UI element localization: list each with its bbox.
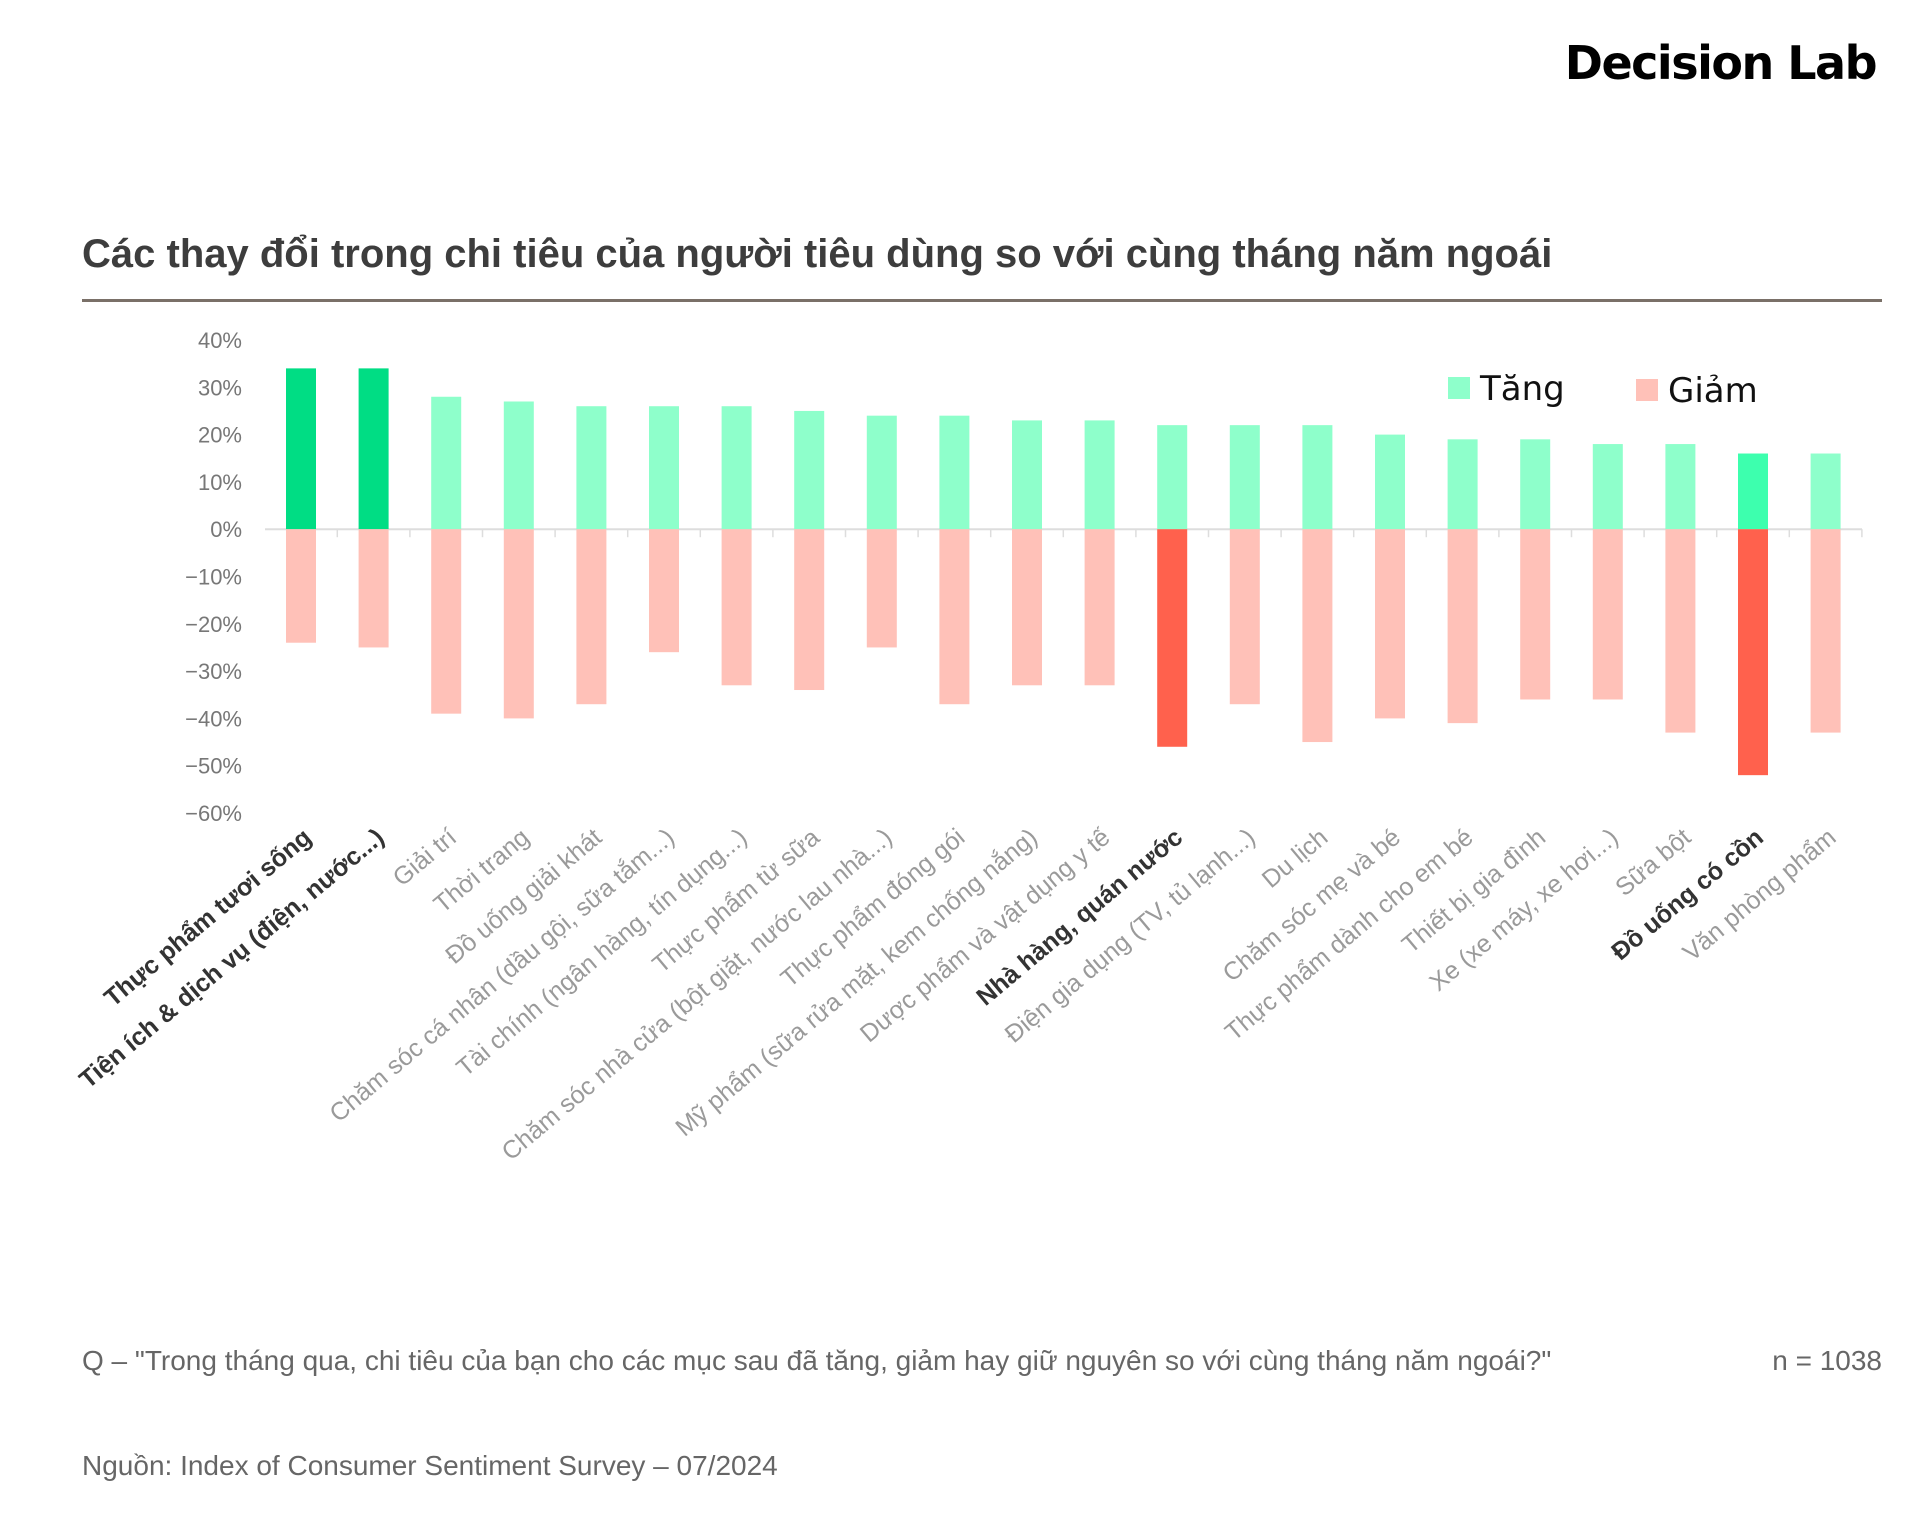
- bar-decrease: [1447, 529, 1478, 724]
- bar-decrease: [1665, 529, 1696, 733]
- bar-chart: 40%30%20%10%0%−10%−20%−30%−40%−50%−60%Th…: [74, 328, 1863, 1166]
- bar-increase: [1229, 425, 1260, 530]
- bar-increase: [1447, 439, 1478, 530]
- bar-increase: [1592, 444, 1623, 530]
- legend-swatch: [1636, 379, 1658, 401]
- bar-decrease: [1738, 529, 1768, 776]
- y-tick-label: 30%: [198, 375, 242, 400]
- bar-increase: [939, 415, 970, 530]
- bar-increase: [1084, 420, 1115, 530]
- bar-decrease: [431, 529, 462, 714]
- bar-increase: [1665, 444, 1696, 530]
- bar-increase: [503, 401, 534, 530]
- bar-decrease: [721, 529, 752, 686]
- sample-size: n = 1038: [1772, 1345, 1882, 1376]
- bar-decrease: [358, 529, 389, 648]
- legend-label: Tăng: [1479, 369, 1565, 409]
- chart-title: Các thay đổi trong chi tiêu của người ti…: [82, 232, 1553, 276]
- bar-decrease: [1012, 529, 1042, 686]
- bar-increase: [721, 406, 752, 530]
- bar-decrease: [1375, 529, 1405, 719]
- bar-increase: [431, 396, 462, 530]
- y-tick-label: −40%: [185, 706, 242, 731]
- bar-increase: [1302, 425, 1333, 530]
- bar-increase: [1520, 439, 1551, 530]
- y-tick-label: 10%: [198, 470, 242, 495]
- bar-increase: [286, 368, 316, 530]
- bar-decrease: [1592, 529, 1623, 700]
- bar-increase: [1012, 420, 1042, 530]
- bar-decrease: [1302, 529, 1333, 743]
- y-tick-label: 0%: [210, 517, 242, 542]
- legend-label: Giảm: [1668, 371, 1758, 411]
- bar-decrease: [286, 529, 316, 643]
- bar-increase: [866, 415, 897, 530]
- y-tick-label: −30%: [185, 659, 242, 684]
- bar-decrease: [503, 529, 534, 719]
- bar-decrease: [794, 529, 825, 691]
- category-label: Tiện ích & dịch vụ (điện, nước...): [74, 823, 389, 1094]
- bar-decrease: [939, 529, 970, 705]
- legend-swatch: [1448, 377, 1470, 399]
- y-tick-label: −60%: [185, 801, 242, 826]
- bar-increase: [358, 368, 389, 530]
- bar-decrease: [1229, 529, 1260, 705]
- y-tick-label: −20%: [185, 612, 242, 637]
- bar-decrease: [576, 529, 607, 705]
- bar-increase: [1738, 453, 1768, 530]
- title-divider: [82, 299, 1882, 302]
- bar-decrease: [649, 529, 679, 653]
- bar-increase: [649, 406, 679, 530]
- y-tick-label: 20%: [198, 423, 242, 448]
- brand-logo: Decision Lab: [1564, 36, 1878, 90]
- y-tick-label: −10%: [185, 565, 242, 590]
- y-tick-label: −50%: [185, 754, 242, 779]
- bar-decrease: [1157, 529, 1188, 747]
- bar-increase: [1157, 425, 1188, 530]
- source-note: Nguồn: Index of Consumer Sentiment Surve…: [82, 1450, 778, 1481]
- survey-question: Q – "Trong tháng qua, chi tiêu của bạn c…: [82, 1345, 1552, 1376]
- bar-decrease: [866, 529, 897, 648]
- bar-increase: [1375, 434, 1405, 530]
- bar-increase: [1810, 453, 1841, 530]
- bar-decrease: [1810, 529, 1841, 733]
- bar-increase: [576, 406, 607, 530]
- bar-increase: [794, 410, 825, 530]
- bar-decrease: [1084, 529, 1115, 686]
- bar-decrease: [1520, 529, 1551, 700]
- y-tick-label: 40%: [198, 328, 242, 353]
